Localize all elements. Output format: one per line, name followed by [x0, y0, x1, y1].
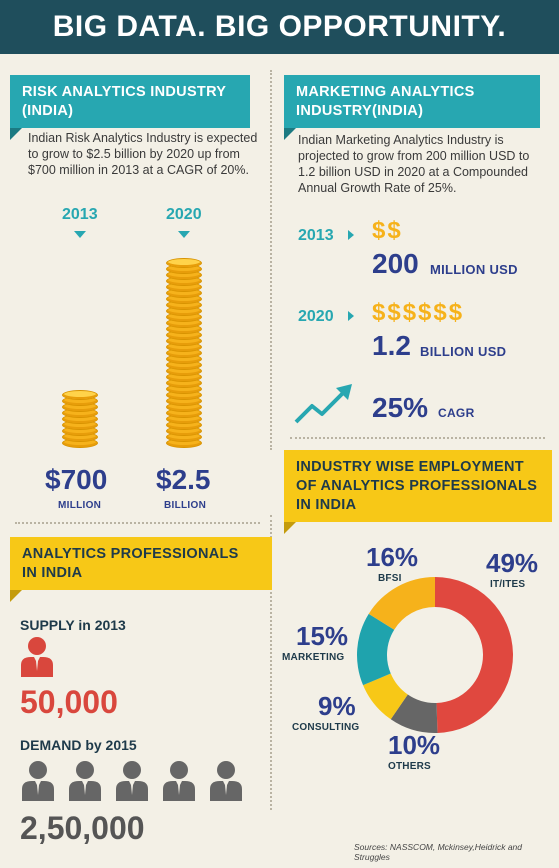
- marketing-heading: MARKETING ANALYTICS INDUSTRY(INDIA): [284, 75, 540, 140]
- employment-donut-chart: [357, 577, 513, 733]
- demand-value: 2,50,000: [20, 810, 145, 846]
- risk-unit-2013: MILLION: [58, 500, 102, 511]
- marketing-value-2020: 1.2: [372, 330, 411, 361]
- section-divider-left: [15, 522, 260, 524]
- arrow-right-icon: [348, 230, 354, 240]
- professionals-heading-line2: IN INDIA: [22, 565, 83, 581]
- coin-2013: [62, 390, 98, 400]
- risk-value-2013: $700: [45, 464, 108, 495]
- column-divider: [270, 70, 272, 450]
- marketing-dollars-2013: $$: [372, 217, 403, 244]
- banner-notch: [284, 522, 296, 534]
- marketing-unit-2013: MILLION USD: [430, 262, 518, 277]
- donut-slice-bfsi: [368, 577, 435, 630]
- risk-year-2013: 2013: [62, 206, 98, 223]
- pct-label-bfsi: 16%: [366, 542, 419, 572]
- risk-value-2020: $2.5: [156, 464, 211, 495]
- banner-notch: [10, 590, 22, 602]
- risk-description: Indian Risk Analytics Industry is expect…: [28, 131, 258, 177]
- seg-label-consulting: CONSULTING: [292, 722, 360, 733]
- title-bar: BIG DATA. BIG OPPORTUNITY.: [0, 0, 559, 54]
- pct-label-marketing: 15%: [296, 621, 349, 651]
- risk-year-2020: 2020: [166, 206, 202, 223]
- coin-2020: [166, 258, 202, 268]
- marketing-unit-2020: BILLION USD: [420, 344, 507, 359]
- employment-heading-line2: OF ANALYTICS PROFESSIONALS: [296, 478, 538, 494]
- pct-label-others: 10%: [388, 730, 441, 760]
- risk-heading-line2: (INDIA): [22, 103, 74, 119]
- person-icon-red: [21, 637, 53, 677]
- marketing-heading-line2: INDUSTRY(INDIA): [296, 103, 424, 119]
- donut-slice-consulting: [363, 673, 408, 720]
- growth-arrow-icon: [294, 384, 352, 424]
- seg-label-marketing: MARKETING: [282, 652, 345, 663]
- person-icon-grey: [116, 761, 148, 801]
- arrow-down-icon: [178, 231, 190, 238]
- cagr-label: CAGR: [438, 406, 475, 420]
- supply-value: 50,000: [20, 684, 118, 720]
- demand-label: DEMAND by 2015: [20, 737, 137, 753]
- seg-label-others: OTHERS: [388, 761, 431, 772]
- seg-label-bfsi: BFSI: [378, 573, 402, 584]
- arrow-down-icon: [74, 231, 86, 238]
- risk-heading: RISK ANALYTICS INDUSTRY (INDIA): [10, 75, 250, 140]
- sources-note: Sources: NASSCOM, Mckinsey,Heidrick and …: [354, 842, 523, 862]
- pct-label-it-ites: 49%: [486, 548, 539, 578]
- risk-heading-line1: RISK ANALYTICS INDUSTRY: [22, 84, 227, 100]
- donut-slice-others: [390, 694, 438, 733]
- person-icon-grey: [69, 761, 101, 801]
- employment-heading-line1: INDUSTRY WISE EMPLOYMENT: [296, 459, 524, 475]
- risk-unit-2020: BILLION: [164, 500, 207, 511]
- marketing-heading-line1: MARKETING ANALYTICS: [296, 84, 475, 100]
- arrow-right-icon: [348, 311, 354, 321]
- person-icon-grey: [210, 761, 242, 801]
- cagr-value: 25%: [372, 392, 429, 423]
- supply-label: SUPPLY in 2013: [20, 617, 126, 633]
- page-title: BIG DATA. BIG OPPORTUNITY.: [52, 10, 507, 43]
- professionals-heading-line1: ANALYTICS PROFESSIONALS: [22, 546, 239, 562]
- marketing-value-2013: 200: [372, 248, 419, 279]
- person-icon-grey: [163, 761, 195, 801]
- column-divider-lower: [270, 515, 272, 810]
- donut-slice-it-ites: [435, 577, 513, 733]
- marketing-year-2020: 2020: [298, 308, 334, 325]
- marketing-description: Indian Marketing Analytics Industry is p…: [298, 133, 530, 195]
- professionals-heading: ANALYTICS PROFESSIONALS IN INDIA: [10, 537, 272, 602]
- marketing-year-2013: 2013: [298, 227, 334, 244]
- employment-heading-line3: IN INDIA: [296, 497, 357, 513]
- donut-slice-marketing: [357, 613, 395, 686]
- banner-notch: [284, 128, 296, 140]
- section-divider-right: [290, 437, 545, 439]
- pct-label-consulting: 9%: [318, 691, 356, 721]
- marketing-dollars-2020: $$$$$$: [372, 299, 465, 326]
- banner-notch: [10, 128, 22, 140]
- person-icon-grey: [22, 761, 54, 801]
- seg-label-it-ites: IT/ITES: [490, 579, 526, 590]
- employment-heading: INDUSTRY WISE EMPLOYMENT OF ANALYTICS PR…: [284, 450, 552, 534]
